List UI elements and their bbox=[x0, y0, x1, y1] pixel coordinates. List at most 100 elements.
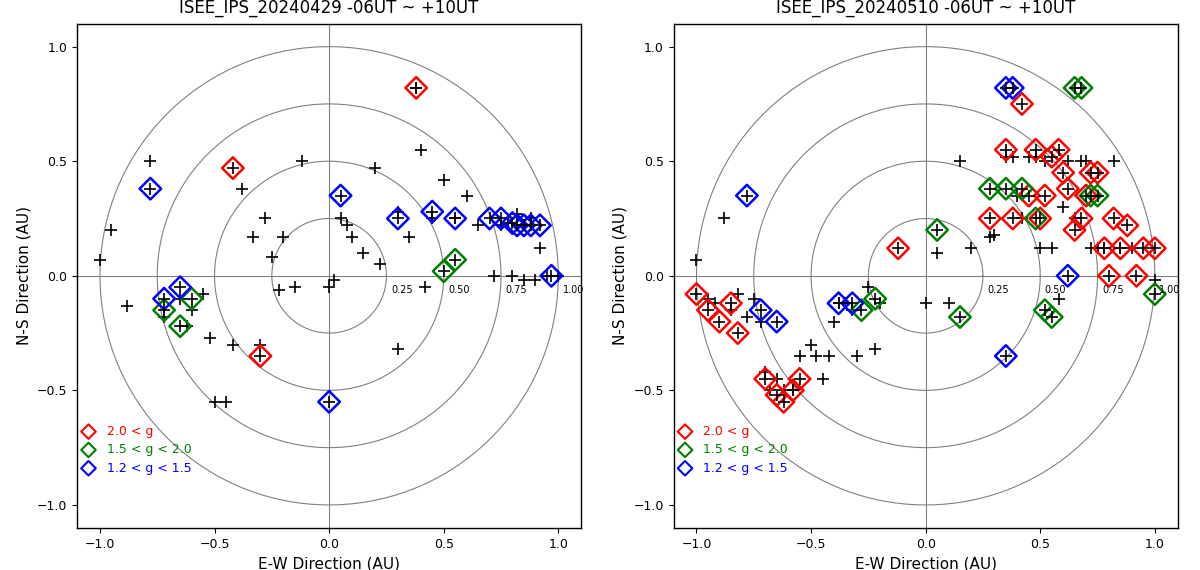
Point bbox=[767, 317, 786, 326]
Point bbox=[1036, 306, 1055, 315]
Point bbox=[170, 283, 190, 292]
Point bbox=[1145, 244, 1164, 253]
Text: 1.5 < g < 2.0: 1.5 < g < 2.0 bbox=[107, 443, 192, 457]
Text: 0.25: 0.25 bbox=[391, 285, 413, 295]
Point bbox=[980, 214, 1000, 223]
Point bbox=[480, 214, 499, 223]
Point bbox=[1088, 191, 1108, 200]
Point bbox=[530, 221, 550, 230]
Point bbox=[1019, 191, 1038, 200]
Point bbox=[79, 445, 98, 454]
Point bbox=[1058, 271, 1078, 280]
Point bbox=[1127, 271, 1146, 280]
Point bbox=[542, 271, 562, 280]
Text: 1.00: 1.00 bbox=[563, 285, 584, 295]
X-axis label: E-W Direction (AU): E-W Direction (AU) bbox=[854, 556, 997, 570]
Point bbox=[1117, 221, 1136, 230]
Point bbox=[829, 299, 848, 308]
Point bbox=[996, 352, 1015, 361]
Point bbox=[1013, 99, 1032, 108]
Point bbox=[407, 83, 426, 92]
Point bbox=[223, 164, 242, 173]
Point bbox=[1054, 168, 1073, 177]
Point bbox=[140, 184, 160, 193]
Title: ISEE_IPS_20240510 -06UT ~ +10UT: ISEE_IPS_20240510 -06UT ~ +10UT bbox=[776, 0, 1075, 17]
Point bbox=[182, 294, 202, 303]
Text: 1.5 < g < 2.0: 1.5 < g < 2.0 bbox=[703, 443, 788, 457]
Point bbox=[676, 464, 695, 473]
Point bbox=[686, 290, 706, 299]
Y-axis label: N-S Direction (AU): N-S Direction (AU) bbox=[17, 206, 31, 345]
Point bbox=[928, 225, 947, 234]
Point bbox=[767, 390, 786, 400]
Point bbox=[698, 306, 718, 315]
Point bbox=[1003, 214, 1022, 223]
Point bbox=[842, 299, 862, 308]
Point bbox=[1058, 184, 1078, 193]
Point bbox=[676, 427, 695, 436]
Point bbox=[1013, 184, 1032, 193]
Text: 0.75: 0.75 bbox=[505, 285, 527, 295]
Point bbox=[710, 317, 730, 326]
Point bbox=[996, 184, 1015, 193]
Point bbox=[1036, 191, 1055, 200]
Point bbox=[865, 294, 884, 303]
Point bbox=[155, 306, 174, 315]
Point bbox=[1042, 312, 1061, 321]
Point bbox=[521, 221, 540, 230]
Point bbox=[1134, 244, 1153, 253]
Point bbox=[331, 191, 350, 200]
Point bbox=[721, 299, 740, 308]
Point bbox=[155, 294, 174, 303]
Text: 2.0 < g: 2.0 < g bbox=[703, 425, 750, 438]
Y-axis label: N-S Direction (AU): N-S Direction (AU) bbox=[613, 206, 628, 345]
Point bbox=[445, 255, 464, 264]
Point bbox=[1003, 83, 1022, 92]
Point bbox=[996, 83, 1015, 92]
Point bbox=[508, 221, 527, 230]
Point bbox=[1094, 244, 1114, 253]
Point bbox=[1026, 145, 1045, 154]
Text: 1.2 < g < 1.5: 1.2 < g < 1.5 bbox=[107, 462, 192, 475]
X-axis label: E-W Direction (AU): E-W Direction (AU) bbox=[258, 556, 400, 570]
Point bbox=[852, 306, 871, 315]
Point bbox=[79, 464, 98, 473]
Point bbox=[1081, 168, 1100, 177]
Point bbox=[251, 352, 270, 361]
Point bbox=[1026, 214, 1045, 223]
Point bbox=[1031, 214, 1050, 223]
Point bbox=[1088, 168, 1108, 177]
Point bbox=[503, 218, 522, 227]
Point bbox=[319, 397, 338, 406]
Point bbox=[737, 191, 756, 200]
Point bbox=[1081, 191, 1100, 200]
Point bbox=[756, 374, 775, 384]
Point bbox=[1066, 83, 1085, 92]
Point bbox=[434, 267, 454, 276]
Point bbox=[1099, 271, 1118, 280]
Text: 0.50: 0.50 bbox=[449, 285, 469, 295]
Point bbox=[1042, 152, 1061, 161]
Title: ISEE_IPS_20240429 -06UT ~ +10UT: ISEE_IPS_20240429 -06UT ~ +10UT bbox=[180, 0, 479, 17]
Point bbox=[996, 145, 1015, 154]
Point bbox=[1145, 290, 1164, 299]
Text: 0.75: 0.75 bbox=[1102, 285, 1123, 295]
Point bbox=[751, 306, 770, 315]
Point bbox=[389, 214, 408, 223]
Point bbox=[888, 244, 907, 253]
Point bbox=[950, 312, 970, 321]
Text: 0.25: 0.25 bbox=[988, 285, 1009, 295]
Point bbox=[774, 397, 793, 406]
Text: 1.2 < g < 1.5: 1.2 < g < 1.5 bbox=[703, 462, 788, 475]
Text: 0.50: 0.50 bbox=[1045, 285, 1067, 295]
Point bbox=[1072, 83, 1091, 92]
Point bbox=[790, 374, 809, 384]
Point bbox=[79, 427, 98, 436]
Text: 1.00: 1.00 bbox=[1159, 285, 1181, 295]
Point bbox=[1104, 214, 1123, 223]
Point bbox=[1111, 244, 1130, 253]
Point bbox=[422, 207, 442, 216]
Point bbox=[1049, 145, 1068, 154]
Point bbox=[1066, 225, 1085, 234]
Point bbox=[728, 328, 748, 337]
